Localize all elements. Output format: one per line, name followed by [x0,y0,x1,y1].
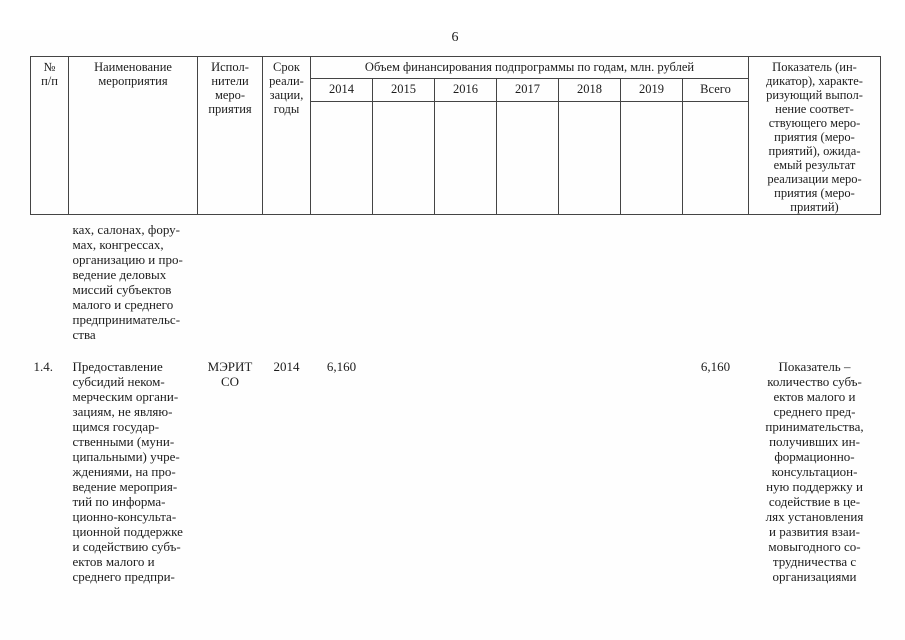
funding-2014: 6,160 [326,359,357,374]
header-indicator: Показатель (ин- дикатор), характе- ризую… [748,56,881,215]
term-value: 2014 [273,359,300,374]
header-empty-cell [310,100,373,216]
table-body: ках, салонах, фору- мах, конгрессах, орг… [31,215,881,584]
funding-2017 [497,359,559,584]
financing-table: № п/п Наименование мероприятия Испол- ни… [30,55,881,584]
header-year-2015: 2015 [372,78,435,102]
table-row-1-4: 1.4. Предоставление субсидий неком- мерч… [31,359,881,584]
funding-total: 6,160 [700,359,731,374]
header-empty-cell [372,100,435,216]
header-empty-cell [682,100,749,216]
header-year-2014: 2014 [310,78,373,102]
header-year-2018: 2018 [558,78,621,102]
funding-2015 [373,359,435,584]
executors-value: МЭРИТ СО [207,359,253,389]
header-executors: Испол- нители меро- приятия [197,56,263,215]
header-year-2016: 2016 [434,78,497,102]
measure-name-continuation: ках, салонах, фору- мах, конгрессах, орг… [72,222,183,342]
funding-2019 [621,359,683,584]
row-number [31,215,69,343]
header-empty-cell [496,100,559,216]
measure-name: Предоставление субсидий неком- мерческим… [72,359,183,584]
header-empty-cell [434,100,497,216]
table-header: № п/п Наименование мероприятия Испол- ни… [30,55,881,216]
header-funding: Объем финансирования подпрограммы по год… [310,55,749,80]
document-page: 6 № п/п Наименование мероприятия Испол- … [0,30,905,640]
header-empty-cell [558,100,621,216]
header-empty-cell [620,100,683,216]
header-year-total: Всего [682,78,749,102]
page-number: 6 [451,30,459,45]
header-year-2017: 2017 [496,78,559,102]
funding-2018 [559,359,621,584]
row-number: 1.4. [33,359,54,374]
header-term: Срок реали- зации, годы [262,56,311,215]
indicator-text: Показатель – количество субъ- ектов мало… [765,359,864,584]
header-num: № п/п [30,56,69,215]
funding-2016 [435,359,497,584]
header-name: Наименование мероприятия [68,56,198,215]
empty-cells [198,215,881,343]
table-row-continuation: ках, салонах, фору- мах, конгрессах, орг… [31,215,881,343]
row-spacer [31,342,881,359]
header-year-2019: 2019 [620,78,683,102]
